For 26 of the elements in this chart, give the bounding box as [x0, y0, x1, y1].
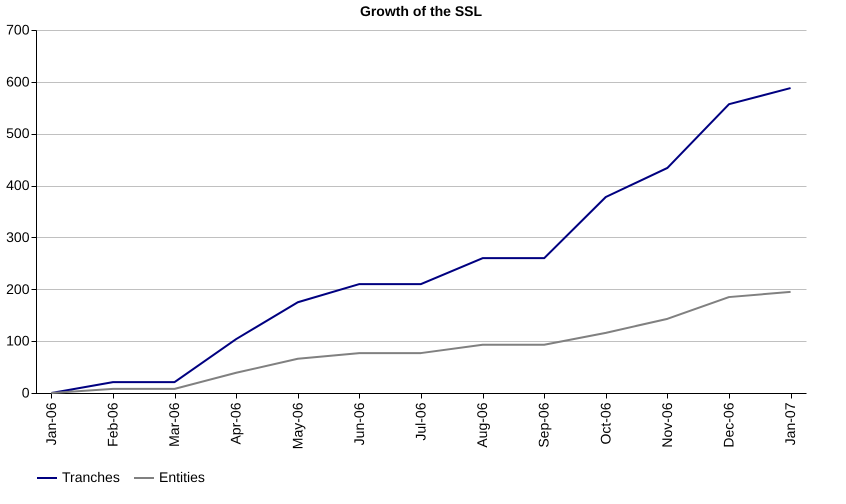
- y-tick-label: 200: [6, 280, 30, 297]
- y-tick-label: 600: [6, 73, 30, 90]
- x-tick-label: Apr-06: [228, 402, 244, 445]
- y-tick-label: 400: [6, 177, 30, 194]
- x-tick-label: Oct-06: [597, 402, 614, 445]
- x-tick-label: Jan-06: [42, 402, 59, 446]
- x-tick-label: Sep-06: [536, 402, 552, 448]
- x-tick-label: Jul-06: [412, 402, 428, 441]
- legend-label: Tranches: [62, 469, 120, 485]
- y-tick-label: 0: [22, 384, 30, 400]
- chart-title: Growth of the SSL: [360, 3, 482, 19]
- x-tick-label: May-06: [289, 402, 306, 450]
- x-tick-label: Jun-06: [350, 402, 367, 446]
- x-tick-label: Feb-06: [104, 402, 120, 447]
- line-series: [50, 290, 792, 394]
- x-tick-label: Dec-06: [720, 402, 736, 448]
- line-series: [50, 87, 792, 394]
- x-tick-label: Mar-06: [166, 402, 182, 447]
- legend-label: Entities: [159, 469, 205, 485]
- x-tick-label: Jan-07: [782, 402, 798, 446]
- y-tick-label: 700: [6, 22, 30, 38]
- y-tick-label: 500: [6, 125, 30, 142]
- y-tick-label: 300: [6, 228, 30, 245]
- x-tick-label: Aug-06: [474, 402, 490, 448]
- x-tick-label: Nov-06: [658, 402, 675, 448]
- y-tick-label: 100: [6, 332, 30, 349]
